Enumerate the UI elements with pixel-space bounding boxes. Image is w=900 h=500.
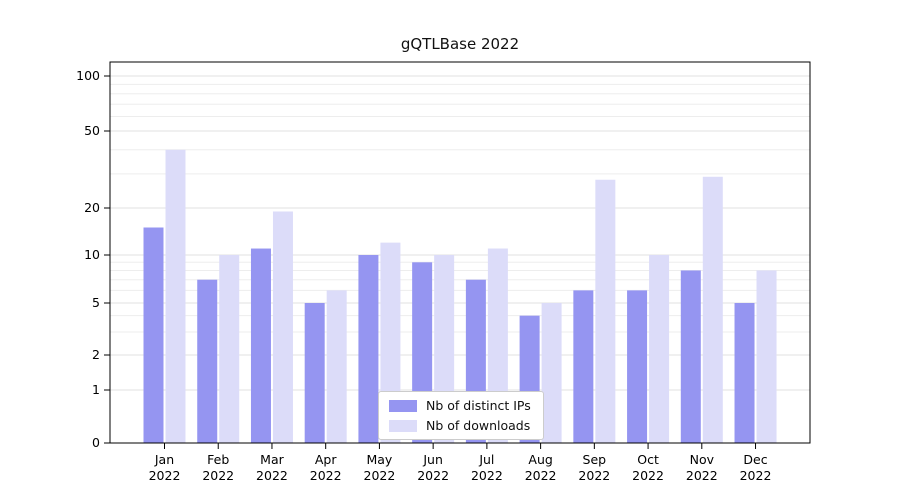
x-tick-label-month: Sep [583, 452, 607, 467]
bar-downloads-dec [756, 270, 777, 443]
x-tick-label-month: Aug [528, 452, 552, 467]
y-tick-label: 100 [76, 68, 100, 83]
bar-distinct-ips-oct [627, 290, 648, 443]
x-tick-label-year: 2022 [149, 468, 181, 483]
legend-label-downloads: Nb of downloads [426, 418, 531, 433]
y-tick-label: 0 [92, 435, 100, 450]
y-tick-label: 5 [92, 295, 100, 310]
x-tick-label-month: May [366, 452, 392, 467]
x-tick-label-month: Jan [154, 452, 174, 467]
legend-item-distinct-ips: Nb of distinct IPs [389, 398, 531, 413]
legend-item-downloads: Nb of downloads [389, 418, 531, 433]
bar-distinct-ips-feb [197, 279, 218, 443]
bar-downloads-sep [595, 179, 616, 443]
legend-swatch-downloads [389, 419, 417, 432]
x-tick-label-year: 2022 [578, 468, 610, 483]
x-tick-label-year: 2022 [202, 468, 234, 483]
bar-downloads-nov [702, 176, 723, 443]
x-tick-label-month: Nov [690, 452, 715, 467]
x-tick-label-year: 2022 [417, 468, 449, 483]
x-tick-label-month: Mar [260, 452, 284, 467]
bar-downloads-mar [272, 211, 293, 443]
bar-distinct-ips-sep [573, 290, 594, 443]
bar-downloads-aug [541, 303, 562, 443]
bar-distinct-ips-nov [680, 270, 701, 443]
bar-distinct-ips-may [358, 255, 379, 443]
y-tick-label: 20 [84, 200, 100, 215]
x-tick-label-year: 2022 [256, 468, 288, 483]
legend-label-distinct-ips: Nb of distinct IPs [426, 398, 531, 413]
x-tick-label-year: 2022 [686, 468, 718, 483]
legend-swatch-distinct-ips [389, 399, 417, 412]
bar-downloads-feb [219, 255, 240, 443]
bar-distinct-ips-dec [734, 303, 755, 443]
legend: Nb of distinct IPs Nb of downloads [378, 391, 544, 440]
bar-downloads-jan [165, 149, 186, 443]
x-tick-label-month: Jul [478, 452, 494, 467]
bar-distinct-ips-jan [143, 227, 164, 443]
x-tick-label-year: 2022 [310, 468, 342, 483]
y-tick-label: 1 [92, 382, 100, 397]
bar-downloads-apr [326, 290, 347, 443]
bar-distinct-ips-apr [304, 303, 325, 443]
y-tick-label: 10 [84, 247, 100, 262]
x-tick-label-month: Dec [743, 452, 767, 467]
x-tick-label-month: Oct [637, 452, 659, 467]
x-tick-label-year: 2022 [364, 468, 396, 483]
plot-border [109, 61, 811, 444]
x-tick-label-year: 2022 [471, 468, 503, 483]
x-tick-label-year: 2022 [632, 468, 664, 483]
x-tick-label-month: Apr [315, 452, 337, 467]
x-tick-label-month: Feb [207, 452, 229, 467]
x-tick-label-month: Jun [422, 452, 443, 467]
bar-distinct-ips-mar [250, 248, 271, 443]
chart-title: gQTLBase 2022 [400, 35, 520, 53]
x-tick-label-year: 2022 [525, 468, 557, 483]
bar-downloads-oct [649, 255, 670, 443]
y-tick-label: 50 [84, 123, 100, 138]
y-tick-label: 2 [92, 347, 100, 362]
x-tick-label-year: 2022 [740, 468, 772, 483]
